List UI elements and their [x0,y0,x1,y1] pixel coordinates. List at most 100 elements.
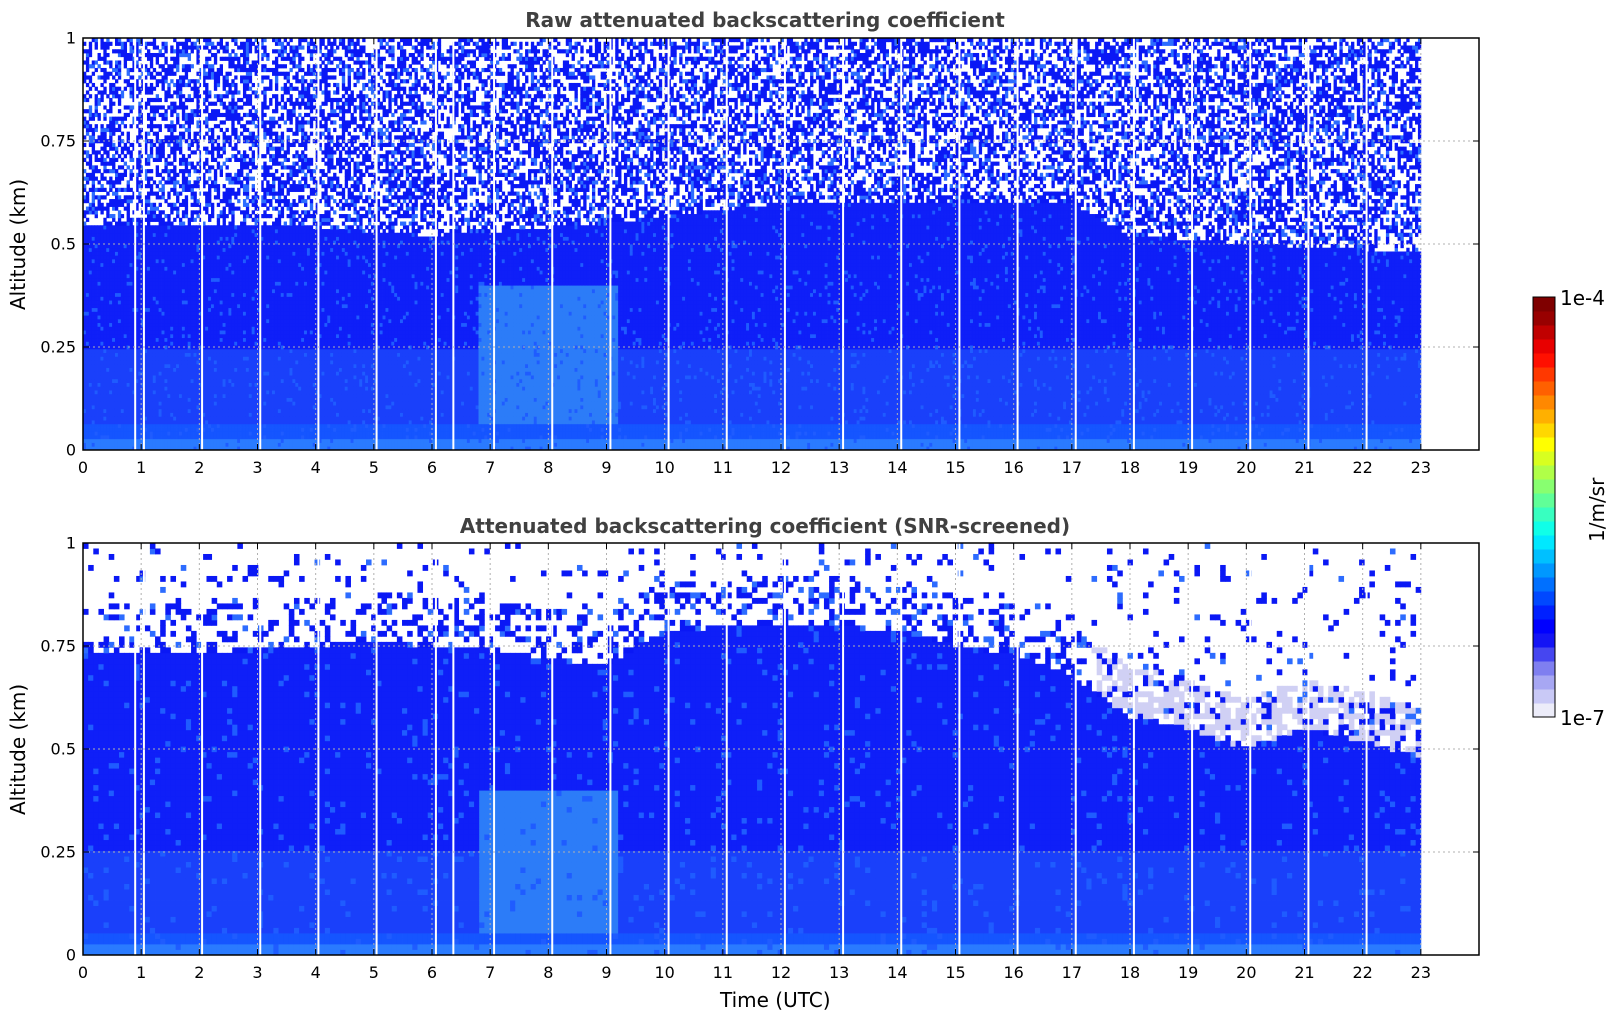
x-tick-label-3: 3 [252,963,262,982]
data-gap-12 [725,38,728,450]
x-tick-label-22: 22 [1352,458,1372,477]
x-tick-label-21: 21 [1294,458,1314,477]
colorbar-step-10 [1533,563,1555,578]
data-gap-3 [259,543,262,955]
y-tick-label-0.75: 0.75 [30,132,76,151]
colorbar-step-18 [1533,451,1555,466]
data-gap-9 [551,38,554,450]
y-tick-label-0: 0 [30,441,76,460]
heatmap-screened [82,542,1480,956]
data-gap-10 [609,543,612,955]
x-tick-label-12: 12 [771,458,791,477]
x-tick-label-18: 18 [1120,963,1140,982]
colorbar-step-29 [1533,297,1555,312]
x-tick-label-4: 4 [311,963,321,982]
data-gap-0 [134,38,137,450]
colorbar-step-6 [1533,619,1555,634]
data-gap-20 [1191,543,1194,955]
y-tick-label-0.5: 0.5 [30,740,76,759]
data-gap-6 [434,543,437,955]
y-axis-label-screened: Altitude (km) [6,684,30,815]
x-tick-label-5: 5 [369,458,379,477]
colorbar-frame [1532,296,1556,718]
x-tick-label-1: 1 [136,963,146,982]
y-tick-label-1: 1 [30,29,76,48]
colorbar-step-23 [1533,381,1555,396]
x-tick-label-17: 17 [1062,458,1082,477]
data-gap-17 [1016,543,1019,955]
x-tick-label-18: 18 [1120,458,1140,477]
x-tick-label-5: 5 [369,963,379,982]
x-tick-label-16: 16 [1003,963,1023,982]
data-gap-23 [1365,38,1368,450]
colorbar-step-3 [1533,661,1555,676]
data-gap-3 [259,38,262,450]
x-tick-label-2: 2 [194,458,204,477]
x-tick-label-15: 15 [945,458,965,477]
y-tick-label-0.5: 0.5 [30,235,76,254]
colorbar-step-12 [1533,535,1555,550]
data-gap-23 [1365,543,1368,955]
x-tick-label-10: 10 [654,963,674,982]
heatmap-cells [83,38,1422,451]
x-tick-label-13: 13 [829,963,849,982]
x-tick-label-12: 12 [771,963,791,982]
colorbar-step-7 [1533,605,1555,620]
x-tick-label-14: 14 [887,963,907,982]
x-tick-label-4: 4 [311,458,321,477]
x-tick-label-0: 0 [78,458,88,477]
chart-title-screened: Attenuated backscattering coefficient (S… [80,514,1450,538]
x-tick-label-15: 15 [945,963,965,982]
colorbar-step-8 [1533,591,1555,606]
heatmap-cells [83,543,1422,956]
data-gap-5 [375,543,378,955]
colorbar-step-26 [1533,339,1555,354]
data-gap-21 [1249,38,1252,450]
colorbar-step-4 [1533,647,1555,662]
colorbar-step-11 [1533,549,1555,564]
x-tick-label-16: 16 [1003,458,1023,477]
data-gap-0 [134,543,137,955]
data-gap-20 [1191,38,1194,450]
x-tick-label-1: 1 [136,458,146,477]
x-tick-label-2: 2 [194,963,204,982]
colorbar-step-16 [1533,479,1555,494]
x-tick-label-19: 19 [1178,458,1198,477]
colorbar-step-1 [1533,689,1555,704]
x-tick-label-0: 0 [78,963,88,982]
colorbar-step-19 [1533,437,1555,452]
data-gap-15 [900,38,903,450]
colorbar-step-27 [1533,325,1555,340]
colorbar-step-2 [1533,675,1555,690]
x-tick-label-23: 23 [1411,963,1431,982]
x-tick-label-20: 20 [1236,458,1256,477]
x-tick-label-23: 23 [1411,458,1431,477]
x-tick-label-11: 11 [713,963,733,982]
data-gap-2 [201,543,204,955]
chart-title-raw: Raw attenuated backscattering coefficien… [80,8,1450,32]
colorbar-step-24 [1533,367,1555,382]
data-gap-12 [725,543,728,955]
x-tick-label-6: 6 [427,458,437,477]
x-tick-label-7: 7 [485,458,495,477]
x-tick-label-14: 14 [887,458,907,477]
colorbar-step-5 [1533,633,1555,648]
x-tick-label-9: 9 [601,458,611,477]
y-tick-label-0.25: 0.25 [30,338,76,357]
x-tick-label-21: 21 [1294,963,1314,982]
x-tick-label-22: 22 [1352,963,1372,982]
colorbar-step-9 [1533,577,1555,592]
x-tick-label-10: 10 [654,458,674,477]
data-gap-18 [1074,38,1077,450]
x-tick-label-17: 17 [1062,963,1082,982]
data-gap-18 [1074,543,1077,955]
colorbar-step-14 [1533,507,1555,522]
x-tick-label-8: 8 [543,458,553,477]
colorbar-min-label: 1e-7 [1560,706,1605,730]
x-tick-label-8: 8 [543,963,553,982]
x-tick-label-11: 11 [713,458,733,477]
x-tick-label-9: 9 [601,963,611,982]
y-tick-label-0.75: 0.75 [30,637,76,656]
x-axis-label-time: Time (UTC) [720,988,831,1012]
